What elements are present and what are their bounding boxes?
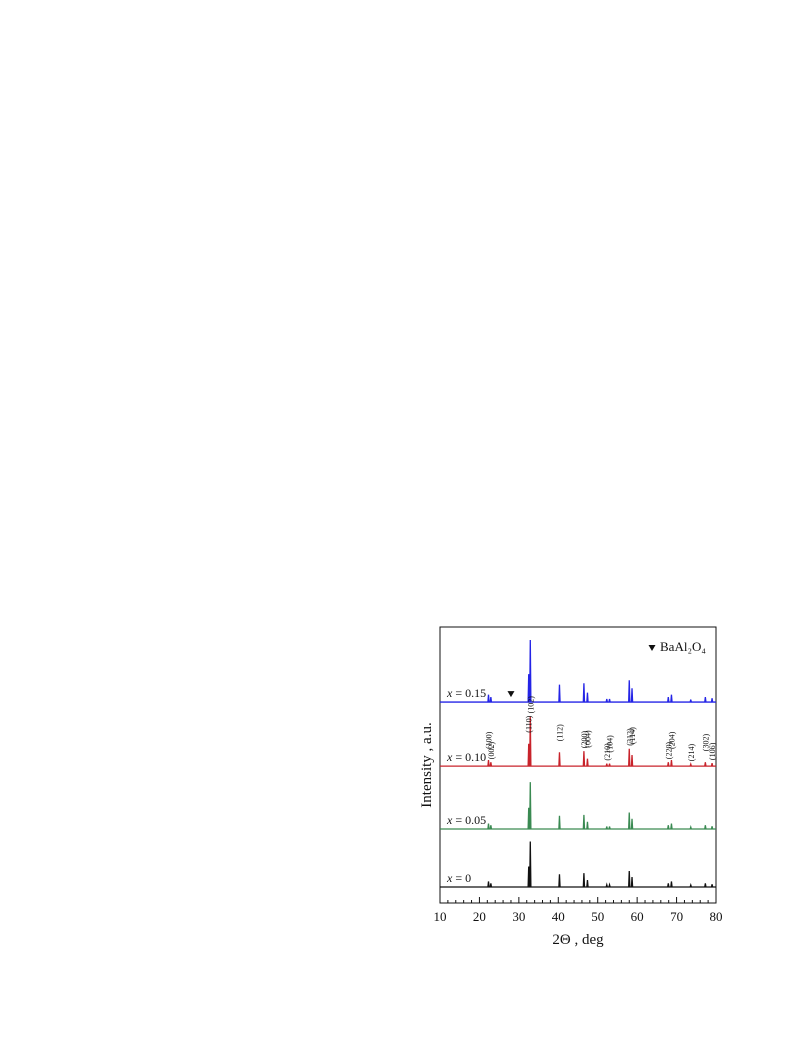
series-label-variable: x: [446, 871, 453, 885]
y-axis-label: Intensity , a.u.: [419, 722, 435, 807]
x-tick-label: 40: [552, 909, 565, 924]
plot-frame: [439, 626, 717, 904]
spectrum-line: [440, 841, 716, 888]
hkl-annotation: (102): [526, 696, 535, 714]
x-tick-label: 80: [710, 909, 723, 924]
hkl-annotation: (112): [556, 724, 565, 741]
series-label: x = 0.05: [446, 813, 486, 827]
hkl-annotation: (004): [584, 730, 593, 748]
hkl-annotation: (110): [525, 715, 534, 732]
hkl-annotation: (214): [687, 744, 696, 762]
spectrum-line: [440, 782, 716, 830]
hkl-annotation: (002): [487, 742, 496, 760]
series-label-variable: x: [446, 686, 453, 700]
hkl-annotation: (100): [485, 731, 494, 749]
phase-marker: [507, 691, 515, 698]
series-label-variable: x: [446, 813, 453, 827]
legend-label: BaAl₂O₄: [660, 639, 706, 654]
hkl-annotation: (302): [701, 734, 710, 752]
hkl-annotation: (210): [603, 743, 612, 761]
hkl-annotation: (220): [664, 742, 673, 760]
hkl-annotation: (200): [580, 731, 589, 749]
x-tick-label: 20: [473, 909, 486, 924]
hkl-annotation: (204): [667, 731, 676, 749]
hkl-annotation: (104): [606, 735, 615, 753]
x-tick-label: 50: [591, 909, 604, 924]
series-label-value: = 0.10: [452, 750, 486, 764]
x-tick-label: 30: [512, 909, 525, 924]
series-label-value: = 0: [452, 871, 471, 885]
x-tick-label: 60: [631, 909, 644, 924]
x-tick-label: 70: [670, 909, 683, 924]
hkl-annotation: (106): [708, 742, 717, 760]
x-axis-label: 2Θ , deg: [552, 932, 604, 948]
series-label-variable: x: [446, 750, 453, 764]
series-label: x = 0.15: [446, 686, 486, 700]
spectrum-line: [440, 716, 716, 767]
series-label-value: = 0.15: [452, 686, 486, 700]
hkl-annotation: (114): [628, 727, 637, 744]
hkl-annotation: (212): [625, 728, 634, 746]
legend-marker: [648, 645, 656, 651]
series-label: x = 0.10: [446, 750, 486, 764]
x-tick-label: 10: [434, 909, 447, 924]
series-label: x = 0: [446, 871, 471, 885]
spectrum-line: [440, 639, 716, 703]
series-label-value: = 0.05: [452, 813, 486, 827]
